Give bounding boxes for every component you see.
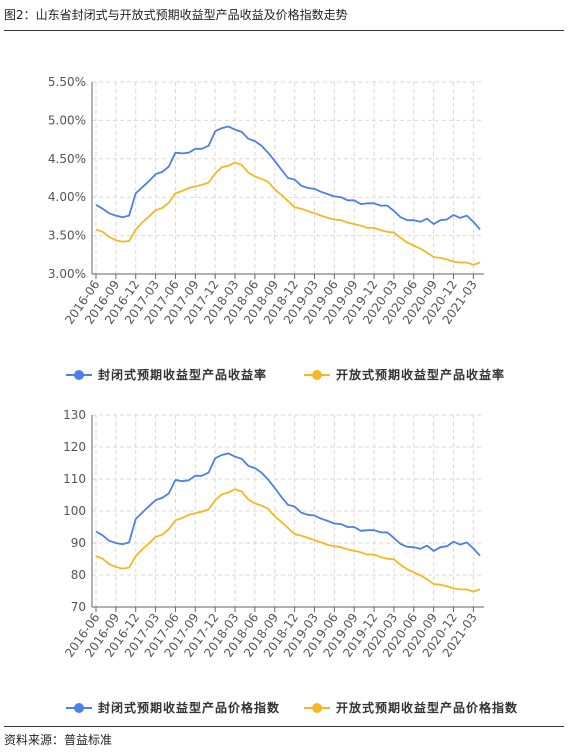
yield-line-chart: 3.00%3.50%4.00%4.50%5.00%5.50%2016-06201… (48, 75, 505, 382)
y-tick-label: 5.50% (48, 75, 86, 89)
legend-marker (312, 703, 322, 713)
source-note: 资料来源：普益标准 (4, 733, 113, 747)
y-tick-label: 90 (71, 536, 86, 550)
y-tick-label: 70 (71, 600, 86, 614)
figure-title-bar: 图2：山东省封闭式与开放式预期收益型产品收益及价格指数走势 (4, 6, 564, 31)
y-tick-label: 3.50% (48, 229, 86, 243)
series-line-closed-end (95, 452, 481, 557)
y-tick-label: 130 (63, 408, 86, 422)
y-tick-label: 4.00% (48, 190, 86, 204)
legend-marker (74, 370, 84, 380)
legend-marker (74, 703, 84, 713)
source-note-bar: 资料来源：普益标准 (4, 726, 564, 751)
legend-label[interactable]: 封闭式预期收益型产品收益率 (98, 367, 267, 382)
y-tick-label: 80 (71, 568, 86, 582)
y-tick-label: 110 (63, 472, 86, 486)
series-line-open-end (95, 488, 481, 593)
series-line-open-end (95, 161, 481, 266)
price-index-line-chart: 7080901001101201302016-062016-092016-122… (62, 408, 518, 715)
series-line-closed-end (95, 125, 481, 231)
y-tick-label: 3.00% (48, 267, 86, 281)
legend-marker (312, 370, 322, 380)
legend-label[interactable]: 开放式预期收益型产品价格指数 (336, 700, 518, 715)
legend-label[interactable]: 开放式预期收益型产品收益率 (336, 367, 505, 382)
legend-label[interactable]: 封闭式预期收益型产品价格指数 (98, 700, 280, 715)
y-tick-label: 5.00% (48, 113, 86, 127)
y-tick-label: 4.50% (48, 152, 86, 166)
figure-title: 图2：山东省封闭式与开放式预期收益型产品收益及价格指数走势 (4, 8, 348, 22)
y-tick-label: 120 (63, 440, 86, 454)
y-tick-label: 100 (63, 504, 86, 518)
